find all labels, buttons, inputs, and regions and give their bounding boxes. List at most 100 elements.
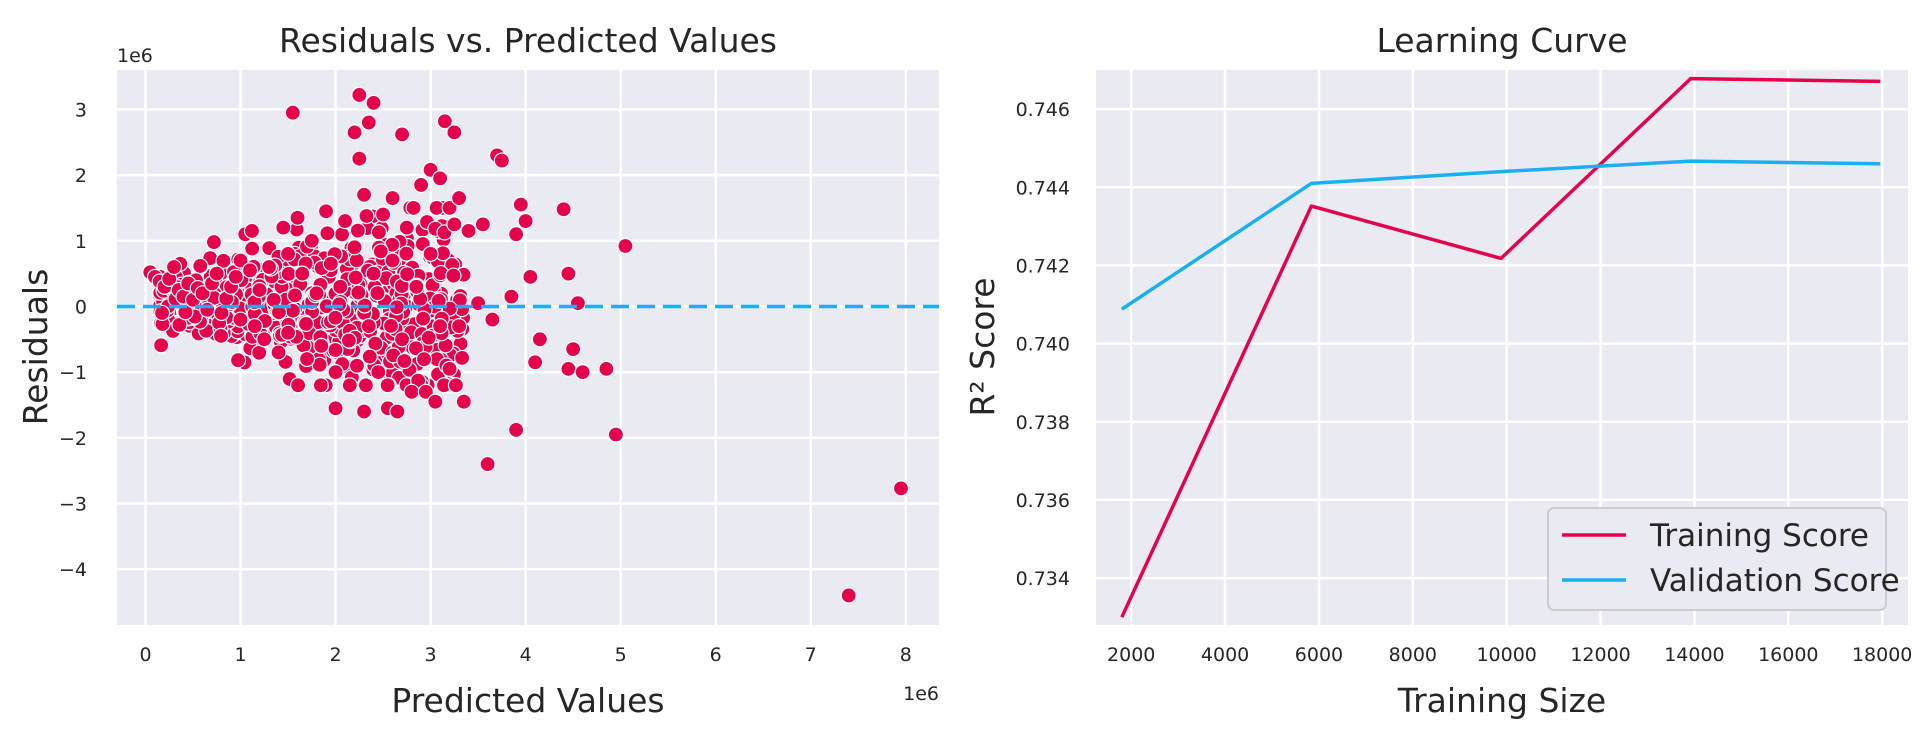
scatter-point — [565, 341, 582, 358]
legend-label-training: Training Score — [1649, 518, 1869, 554]
scatter-point — [313, 337, 330, 354]
scatter-point — [399, 266, 416, 283]
scatter-point — [398, 245, 415, 262]
scatter-point — [165, 258, 183, 276]
learning-curve-title: Learning Curve — [1376, 21, 1627, 60]
scatter-point — [431, 318, 449, 335]
scatter-point — [384, 189, 401, 207]
scatter-point — [289, 209, 306, 226]
y-tick-label: 1 — [75, 231, 87, 253]
scatter-point — [275, 219, 292, 236]
scatter-point — [358, 207, 375, 225]
scatter-point — [365, 94, 382, 111]
scatter-point — [244, 240, 261, 257]
scatter-point — [294, 265, 311, 282]
scatter-point — [317, 203, 335, 220]
scatter-point — [312, 377, 329, 394]
scatter-point — [348, 357, 366, 374]
x-tick-label: 12000 — [1570, 644, 1630, 666]
training-score-line — [1120, 76, 1881, 618]
y-tick-label: 0.738 — [1016, 412, 1070, 434]
scatter-point — [279, 245, 297, 263]
scatter-point — [227, 268, 244, 285]
residuals-panel: 0 1 2 3 4 5 6 7 8 −4 −3 −2 −1 0 1 2 3 Residuals vs. Pre… — [16, 21, 939, 720]
scatter-point — [340, 332, 358, 349]
x-tick-label: 14000 — [1664, 644, 1724, 666]
scatter-point — [279, 324, 297, 341]
learning-curve-ylabel: R² Score — [963, 277, 1002, 416]
y-tick-label: 0.734 — [1016, 568, 1070, 590]
scatter-point — [441, 199, 458, 217]
scatter-point — [382, 317, 400, 334]
scatter-point — [346, 124, 363, 141]
x-tick-label: 1 — [234, 644, 246, 666]
scatter-point — [840, 587, 857, 604]
y-tick-label: 0.744 — [1016, 177, 1070, 199]
scatter-point — [286, 287, 304, 304]
scatter-point — [351, 86, 368, 104]
scatter-point — [892, 480, 910, 497]
scatter-point — [417, 383, 434, 400]
y-tick-label: −2 — [59, 428, 87, 450]
learning-curve-panel: 2000 4000 6000 8000 10000 12000 14000 16000 1800… — [963, 21, 1912, 720]
residuals-xlabel: Predicted Values — [391, 681, 664, 720]
scatter-point — [256, 331, 273, 348]
scatter-point — [327, 400, 344, 417]
x-tick-label: 4 — [520, 644, 532, 666]
scatter-point — [153, 304, 171, 322]
residuals-x-ticks: 0 1 2 3 4 5 6 7 8 — [139, 644, 911, 666]
scatter-point — [308, 285, 325, 302]
scatter-point — [232, 311, 249, 328]
y-tick-label: 0.746 — [1016, 99, 1070, 121]
scatter-point — [341, 377, 358, 394]
scatter-point — [531, 331, 548, 348]
y-tick-label: 3 — [75, 99, 87, 121]
x-tick-label: 18000 — [1852, 644, 1912, 666]
scatter-point — [327, 309, 344, 326]
x-tick-label: 8 — [900, 644, 912, 666]
scatter-point — [460, 222, 477, 240]
y-tick-label: 2 — [75, 165, 87, 187]
y-tick-label: 0 — [75, 296, 87, 318]
residuals-y-offset: 1e6 — [117, 45, 153, 67]
scatter-point — [153, 337, 170, 354]
scatter-point — [508, 421, 525, 439]
scatter-point — [355, 403, 373, 420]
scatter-point — [194, 285, 211, 302]
scatter-point — [246, 318, 263, 335]
scatter-point — [369, 285, 386, 302]
scatter-point — [451, 189, 468, 207]
scatter-point — [445, 267, 462, 284]
scatter-point — [517, 212, 534, 230]
scatter-point — [297, 315, 315, 332]
scatter-point — [360, 114, 377, 131]
scatter-point — [560, 265, 577, 282]
scatter-point — [192, 257, 209, 275]
residuals-x-offset: 1e6 — [903, 683, 939, 705]
scatter-point — [512, 196, 529, 213]
scatter-point — [484, 311, 501, 328]
scatter-point — [441, 360, 458, 377]
scatter-point — [389, 403, 406, 420]
scatter-point — [372, 243, 389, 260]
y-tick-label: −1 — [59, 362, 87, 384]
scatter-point — [453, 349, 471, 367]
scatter-point — [403, 383, 420, 400]
residuals-grid — [117, 70, 939, 625]
scatter-point — [479, 455, 496, 473]
x-tick-label: 16000 — [1758, 644, 1818, 666]
scatter-point — [370, 224, 387, 241]
scatter-point — [349, 222, 366, 239]
scatter-point — [351, 150, 368, 167]
scatter-point — [455, 393, 472, 410]
scatter-point — [574, 364, 591, 381]
x-tick-label: 0 — [139, 644, 151, 666]
scatter-point — [303, 232, 320, 249]
scatter-point — [208, 265, 225, 282]
x-tick-label: 4000 — [1201, 644, 1249, 666]
scatter-point — [361, 348, 378, 365]
scatter-point — [522, 268, 539, 285]
legend-box — [1547, 507, 1887, 611]
scatter-point — [607, 426, 625, 443]
scatter-point — [350, 284, 367, 301]
